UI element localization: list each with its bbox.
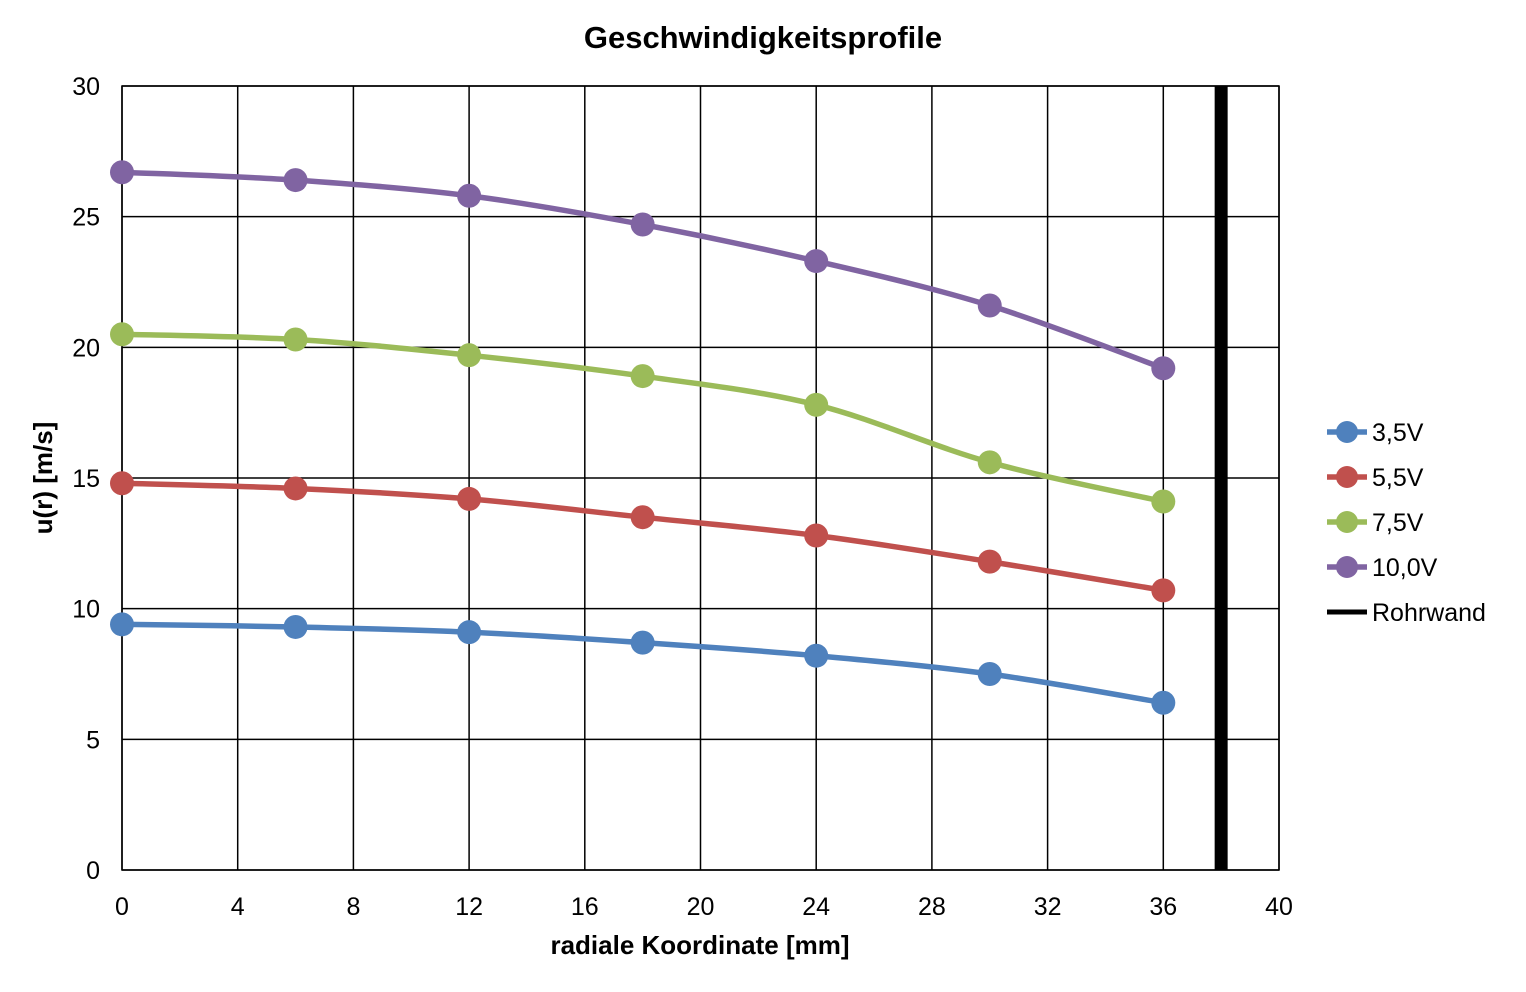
y-tick-label: 20 (72, 334, 100, 362)
x-tick-label: 24 (802, 893, 830, 921)
data-point (977, 549, 1002, 574)
legend: 3,5V 5,5V 7,5V 10,0V Rohrwand (1327, 419, 1486, 627)
legend-label: 3,5V (1372, 419, 1424, 447)
series-1 (110, 471, 1176, 603)
legend-marker (1336, 466, 1358, 488)
y-tick-label: 25 (72, 204, 100, 232)
data-point (110, 322, 134, 347)
legend-marker (1336, 511, 1358, 533)
data-point (977, 293, 1002, 318)
x-tick-label: 32 (1034, 893, 1062, 921)
data-point (630, 364, 655, 389)
legend-label: 5,5V (1372, 464, 1424, 492)
grid (121, 85, 1280, 871)
series-0 (110, 612, 1176, 715)
data-point (457, 183, 482, 208)
x-tick-label: 36 (1149, 893, 1177, 921)
data-point (283, 476, 308, 501)
y-tick-label: 30 (72, 73, 100, 101)
series-2 (110, 322, 1176, 514)
data-point (457, 486, 482, 511)
y-tick-label: 0 (86, 857, 100, 885)
data-point (1151, 356, 1176, 381)
y-tick-label: 10 (72, 596, 100, 624)
x-tick-label: 8 (346, 893, 360, 921)
data-point (630, 212, 655, 237)
data-point (804, 249, 829, 274)
chart-title: Geschwindigkeitsprofile (584, 20, 942, 55)
data-point (630, 630, 655, 655)
data-point (283, 614, 308, 639)
data-point (804, 392, 829, 417)
y-tick-label: 5 (86, 726, 100, 754)
data-point (110, 160, 134, 185)
x-tick-label: 16 (571, 893, 599, 921)
data-point (804, 643, 829, 668)
series-group (110, 160, 1176, 715)
data-point (283, 327, 308, 352)
x-axis-label: radiale Koordinate [mm] (550, 930, 849, 960)
data-point (457, 343, 482, 368)
x-tick-label: 12 (455, 893, 483, 921)
data-point (1151, 489, 1176, 514)
series-3 (110, 160, 1176, 381)
y-axis-label: u(r) [m/s] (28, 422, 58, 535)
legend-label: Rohrwand (1372, 599, 1486, 627)
data-point (977, 662, 1002, 686)
data-point (457, 620, 482, 645)
tick-labels: 0 4 8 12 16 20 24 28 32 36 40 0 5 10 15 20 25 30 (72, 73, 1293, 921)
x-tick-label: 20 (687, 893, 715, 921)
data-point (630, 505, 655, 530)
data-point (110, 471, 134, 496)
y-tick-label: 15 (72, 465, 100, 493)
data-point (804, 523, 829, 548)
legend-marker (1336, 556, 1358, 578)
legend-label: 10,0V (1372, 554, 1438, 582)
data-point (110, 612, 134, 637)
legend-marker (1336, 421, 1358, 443)
x-tick-label: 28 (918, 893, 946, 921)
x-tick-label: 40 (1265, 893, 1293, 921)
data-point (1151, 578, 1176, 603)
legend-label: 7,5V (1372, 509, 1424, 537)
x-tick-label: 4 (231, 893, 245, 921)
data-point (977, 450, 1002, 475)
data-point (283, 168, 308, 193)
x-tick-label: 0 (115, 893, 129, 921)
data-point (1151, 690, 1176, 715)
